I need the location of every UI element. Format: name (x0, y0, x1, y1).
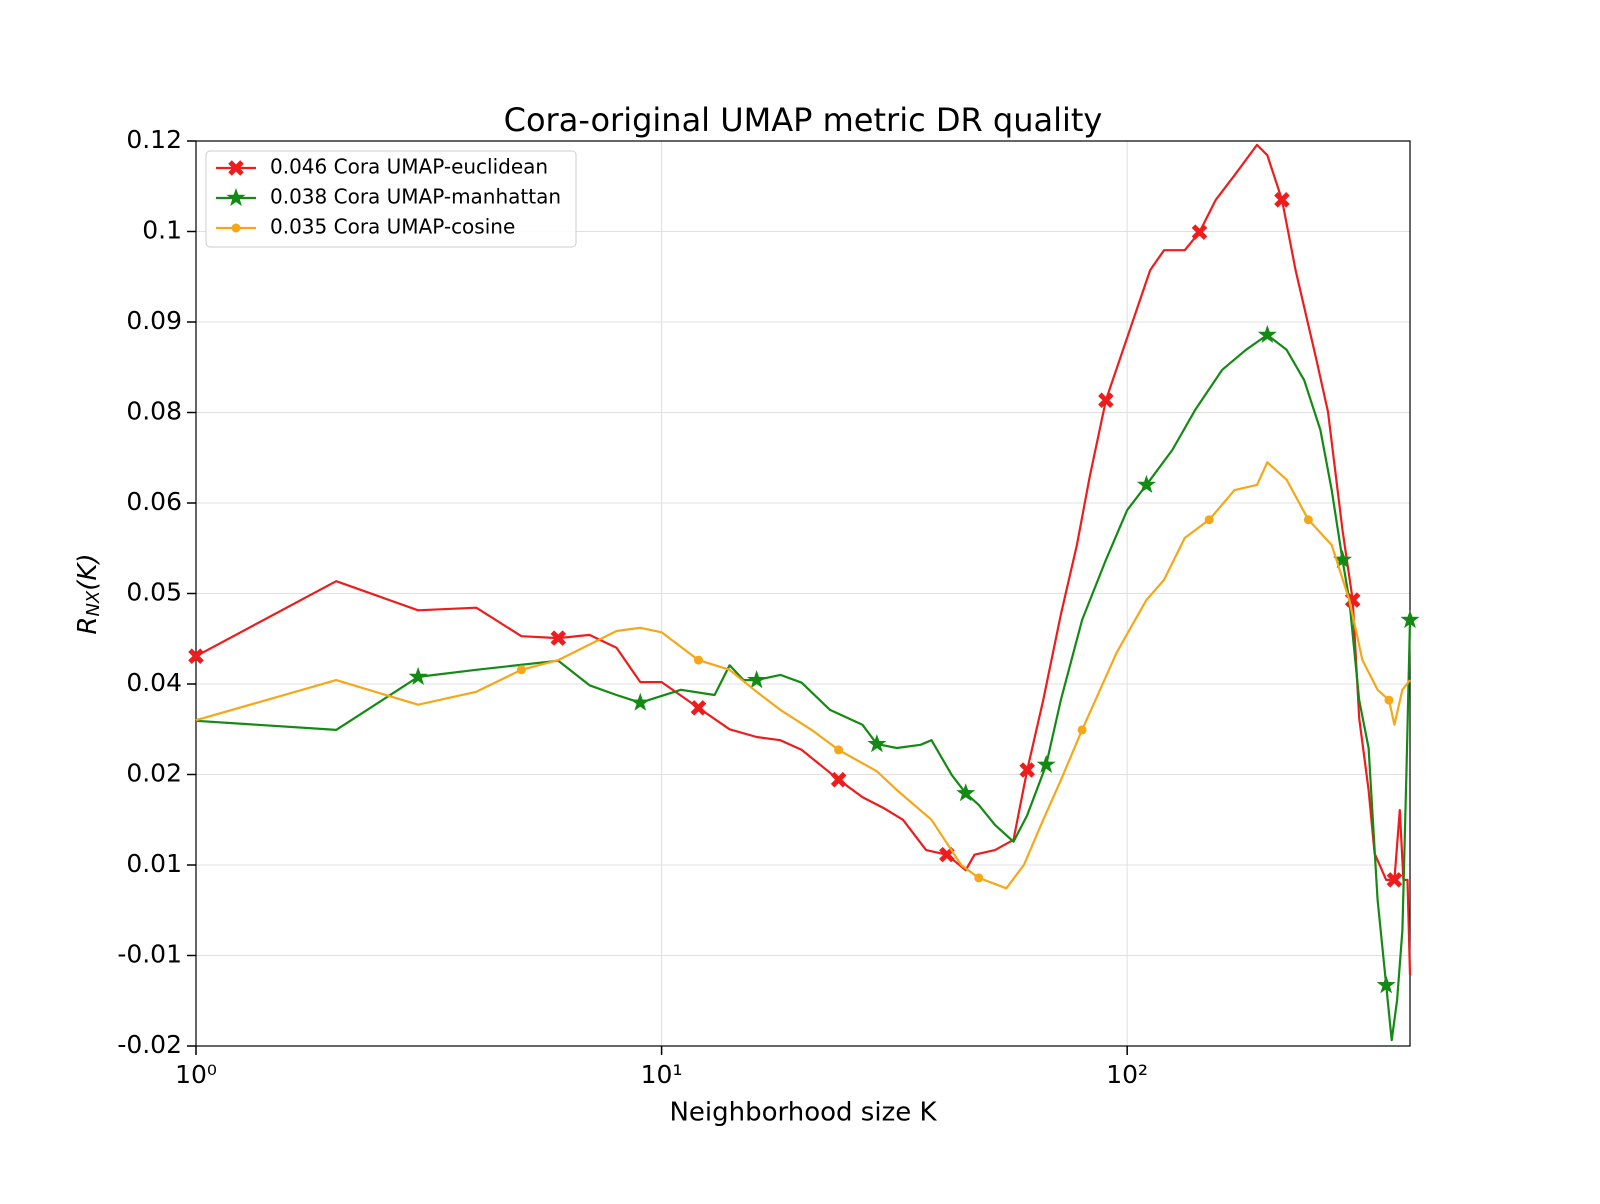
y-tick-label: 0.05 (126, 578, 182, 607)
x-tick-label: 10² (1106, 1060, 1148, 1089)
y-label-sub: NX (83, 590, 104, 616)
y-tick-label: 0.09 (126, 306, 182, 335)
marker (1191, 224, 1208, 240)
marker (1274, 192, 1290, 208)
marker (1204, 515, 1214, 525)
marker (834, 745, 844, 755)
marker (1036, 754, 1056, 773)
series-line (195, 461, 1411, 890)
y-tick-label: 0.01 (126, 849, 182, 878)
marker (1019, 762, 1035, 778)
series-line (195, 143, 1412, 975)
y-axis-label: RNX(K) (73, 553, 105, 634)
legend-label: 0.046 Cora UMAP-euclidean (270, 155, 548, 179)
marker (867, 734, 887, 753)
marker (1333, 549, 1352, 568)
x-tick-label: 10¹ (641, 1060, 683, 1089)
legend-label: 0.035 Cora UMAP-cosine (270, 215, 515, 239)
marker (408, 666, 428, 685)
y-tick-label: 0.08 (126, 397, 182, 426)
series-line (195, 333, 1412, 1042)
x-tick-label: 10⁰ (175, 1060, 217, 1089)
y-tick-label: -0.01 (117, 940, 182, 969)
marker (550, 630, 567, 646)
marker (1384, 695, 1394, 705)
marker (188, 648, 204, 664)
series (188, 143, 1412, 975)
series (195, 461, 1411, 890)
marker (228, 160, 244, 176)
marker (690, 700, 707, 716)
marker (630, 692, 650, 711)
marker (1386, 872, 1403, 888)
marker (1098, 392, 1114, 408)
y-tick-label: 0.1 (142, 216, 182, 245)
marker (956, 783, 976, 802)
plot-frame (195, 140, 1411, 1047)
y-tick-label: 0.02 (126, 759, 182, 788)
series (195, 324, 1420, 1042)
y-tick-label: 0.06 (126, 487, 182, 516)
marker (1257, 324, 1277, 343)
marker (1376, 975, 1396, 994)
legend-box (205, 150, 577, 248)
y-tick-label: 0.12 (126, 125, 182, 154)
y-tick-label: -0.02 (117, 1030, 182, 1059)
y-label-tail: (K) (73, 553, 103, 590)
legend: 0.046 Cora UMAP-euclidean 0.038 Cora UMAP… (205, 150, 577, 248)
y-tick-label: 0.04 (126, 668, 182, 697)
marker (1077, 725, 1087, 735)
marker (516, 665, 526, 675)
marker (747, 670, 767, 689)
legend-label: 0.038 Cora UMAP-manhattan (270, 185, 561, 209)
marker (974, 873, 984, 883)
marker (693, 655, 703, 665)
marker (226, 188, 246, 207)
marker (231, 223, 241, 233)
marker (1303, 515, 1313, 525)
y-label-main: R (73, 617, 103, 635)
marker (1400, 610, 1420, 629)
x-axis-label: Neighborhood size K (669, 1098, 937, 1128)
chart-title: Cora-original UMAP metric DR quality (504, 101, 1103, 139)
marker (1136, 474, 1156, 493)
marker (830, 771, 847, 788)
